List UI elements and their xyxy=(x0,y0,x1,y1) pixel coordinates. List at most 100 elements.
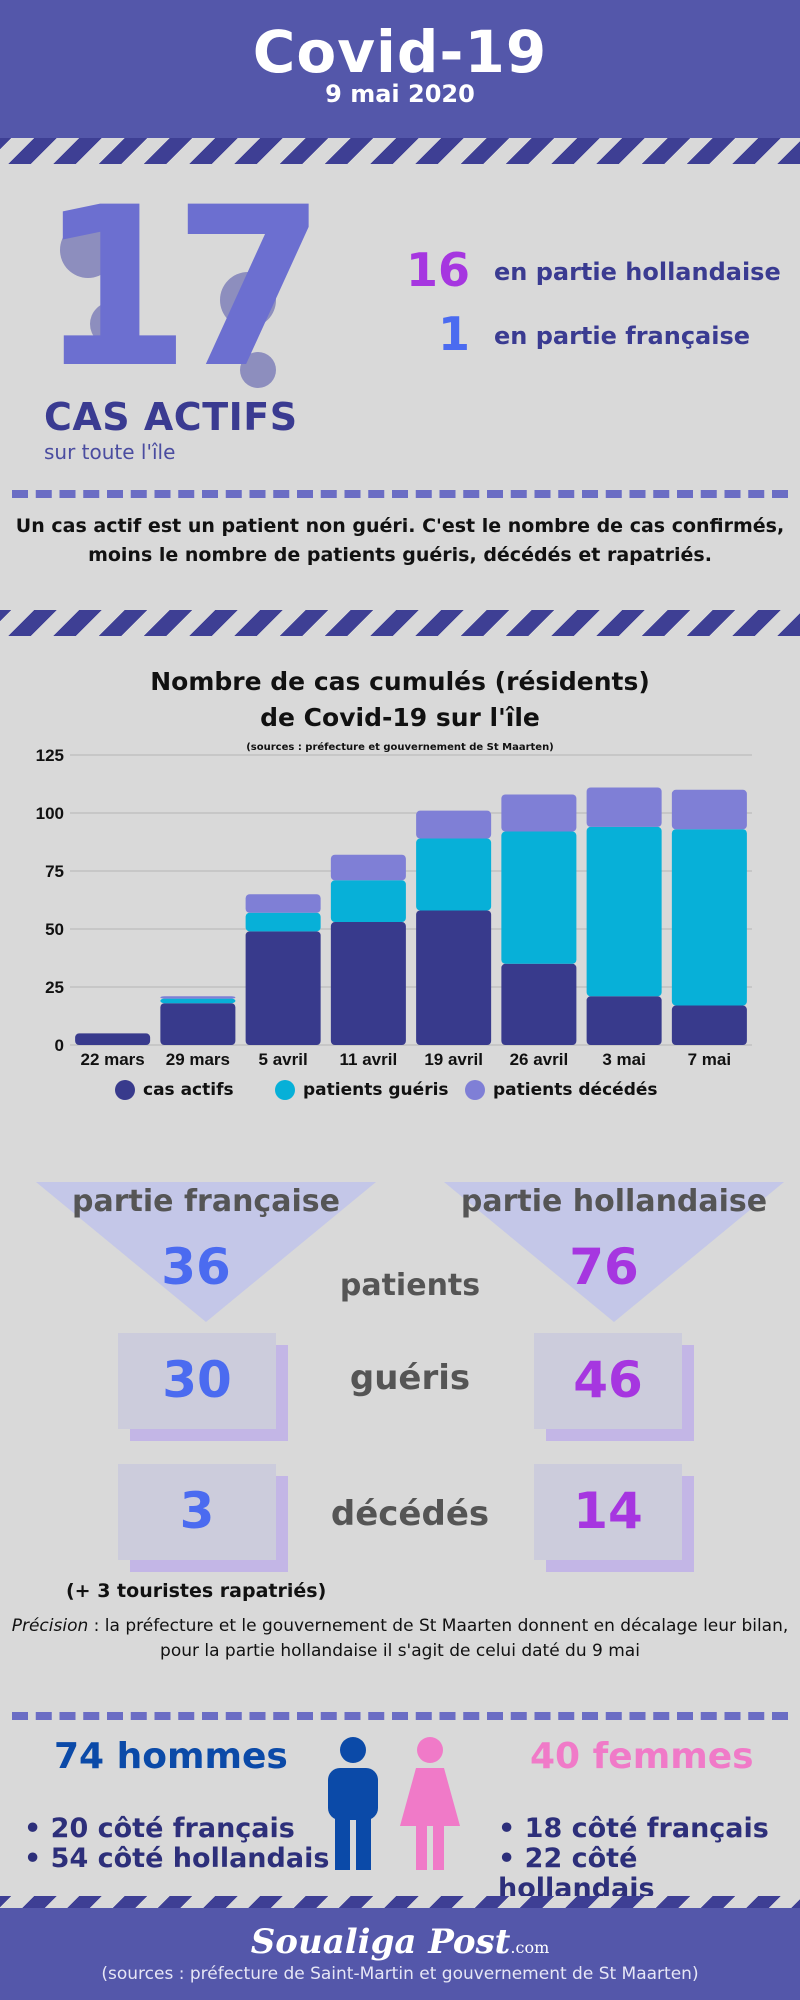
bar-segment xyxy=(75,1033,151,1045)
dutch-active-label: en partie hollandaise xyxy=(494,258,781,286)
y-tick-label: 0 xyxy=(55,1036,64,1055)
y-tick-label: 125 xyxy=(36,746,64,765)
x-tick-label: 5 avril xyxy=(259,1050,308,1069)
bar-segment xyxy=(586,996,662,1045)
footer: Soualiga Post.com (sources : préfecture … xyxy=(0,1908,800,2000)
logo-text: Soualiga Post xyxy=(250,1922,511,1962)
precision-line-2: pour la partie hollandaise il s'agit de … xyxy=(160,1641,640,1661)
legend-label: patients décédés xyxy=(493,1080,658,1100)
precision-note: Précision : la préfecture et le gouverne… xyxy=(0,1614,800,1664)
page-title: Covid-19 xyxy=(252,18,548,86)
bar-segment xyxy=(416,910,492,1045)
french-deces-card: 3 xyxy=(118,1464,276,1560)
women-french: • 18 côté français xyxy=(498,1813,769,1844)
french-patients-count: 36 xyxy=(161,1238,231,1296)
bar-segment xyxy=(245,931,321,1045)
footer-sources: (sources : préfecture de Saint-Martin et… xyxy=(101,1964,699,1984)
bar-segment xyxy=(671,829,747,1006)
french-triangle xyxy=(36,1182,376,1322)
french-active-label: en partie française xyxy=(494,322,751,350)
active-total-number: 17 xyxy=(38,160,326,416)
x-tick-label: 26 avril xyxy=(510,1050,569,1069)
y-tick-label: 50 xyxy=(45,920,64,939)
women-breakdown: • 18 côté français • 22 côté hollandais xyxy=(498,1814,800,1904)
x-tick-label: 3 mai xyxy=(602,1050,645,1069)
bar-segment xyxy=(501,831,577,964)
bar-segment xyxy=(586,787,662,827)
legend-cas-actifs: cas actifs xyxy=(115,1080,234,1100)
dutch-part-title: partie hollandaise xyxy=(460,1184,768,1219)
bar-segment xyxy=(160,996,236,999)
legend-patients-decedes: patients décédés xyxy=(465,1080,658,1100)
men-french: • 20 côté français xyxy=(24,1813,295,1844)
stacked-bar-chart: 0 25 50 75 100 125 22 mars 29 mars 5 avril 11 avr… xyxy=(36,746,752,1069)
bar-segment xyxy=(416,838,492,911)
y-tick-label: 75 xyxy=(45,862,64,881)
legend-patients-gueris: patients guéris xyxy=(275,1080,449,1100)
men-breakdown: • 20 côté français • 54 côté hollandais xyxy=(24,1814,329,1874)
stripe-divider xyxy=(0,138,800,164)
women-count: 40 femmes xyxy=(530,1736,754,1777)
deces-label: décédés xyxy=(330,1494,490,1534)
dutch-triangle xyxy=(444,1182,784,1322)
dutch-gueris-card: 46 xyxy=(534,1333,682,1429)
precision-label: Précision xyxy=(11,1616,89,1636)
active-case-definition: Un cas actif est un patient non guéri. C… xyxy=(0,512,800,570)
french-gueris-card: 30 xyxy=(118,1333,276,1429)
x-tick-label: 7 mai xyxy=(688,1050,731,1069)
definition-line-2: moins le nombre de patients guéris, décé… xyxy=(88,544,712,566)
bar-segment xyxy=(671,1005,747,1045)
bar-segment xyxy=(586,826,662,997)
active-cases-sublabel: sur toute l'île xyxy=(44,440,176,464)
dutch-deces-card: 14 xyxy=(534,1464,682,1560)
bar-segment xyxy=(330,922,406,1045)
x-tick-label: 11 avril xyxy=(340,1050,398,1069)
y-tick-label: 25 xyxy=(45,978,64,997)
active-cases-label: CAS ACTIFS xyxy=(44,395,298,439)
bar-segment xyxy=(160,998,236,1004)
dashed-divider xyxy=(12,1712,788,1720)
chart-title-line-2: de Covid-19 sur l'île xyxy=(260,703,540,732)
french-part-title: partie française xyxy=(72,1184,340,1219)
chart-title-line-1: Nombre de cas cumulés (résidents) xyxy=(150,667,650,696)
stripe-divider xyxy=(0,610,800,636)
bar-segment xyxy=(330,880,406,923)
men-dutch: • 54 côté hollandais xyxy=(24,1843,330,1874)
soualiga-post-logo: Soualiga Post.com xyxy=(0,1908,800,1962)
legend-swatch-icon xyxy=(465,1080,485,1100)
french-active-count: 1 xyxy=(437,307,470,361)
bar-segment xyxy=(245,912,321,932)
bar-segment xyxy=(245,894,321,913)
x-tick-label: 22 mars xyxy=(80,1050,144,1069)
x-tick-label: 29 mars xyxy=(166,1050,230,1069)
header-banner: Covid-19 9 mai 2020 xyxy=(0,0,800,138)
chart-title: Nombre de cas cumulés (résidents) de Cov… xyxy=(0,664,800,736)
logo-suffix: .com xyxy=(510,1938,550,1957)
patients-label: patients xyxy=(339,1268,481,1303)
bar-segment xyxy=(416,810,492,839)
dutch-patients-count: 76 xyxy=(569,1238,639,1296)
legend-swatch-icon xyxy=(115,1080,135,1100)
page-date: 9 mai 2020 xyxy=(325,80,475,108)
bar-segment xyxy=(160,1003,236,1045)
men-count: 74 hommes xyxy=(54,1736,288,1777)
dutch-active-count: 16 xyxy=(405,243,470,297)
x-tick-label: 19 avril xyxy=(424,1050,483,1069)
dashed-divider xyxy=(12,490,788,498)
legend-swatch-icon xyxy=(275,1080,295,1100)
bar-segment xyxy=(330,854,406,881)
y-tick-label: 100 xyxy=(36,804,64,823)
definition-line-1: Un cas actif est un patient non guéri. C… xyxy=(15,515,785,537)
man-icon xyxy=(328,1737,378,1870)
woman-icon xyxy=(400,1737,460,1870)
bar-segment xyxy=(671,789,747,830)
legend-label: patients guéris xyxy=(303,1080,449,1100)
precision-line-1: : la préfecture et le gouvernement de St… xyxy=(88,1616,789,1636)
bar-segment xyxy=(501,794,577,832)
virus-texture xyxy=(40,182,310,392)
bar-segment xyxy=(501,963,577,1045)
tourists-note: (+ 3 touristes rapatriés) xyxy=(66,1580,327,1602)
women-dutch: • 22 côté hollandais xyxy=(498,1843,655,1904)
gueris-label: guéris xyxy=(349,1358,471,1398)
legend-label: cas actifs xyxy=(143,1080,234,1100)
